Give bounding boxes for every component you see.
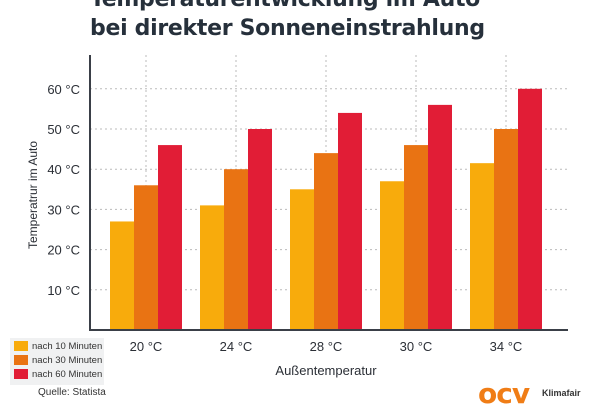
y-tick-label: 30 °C bbox=[47, 202, 80, 217]
x-tick-label: 30 °C bbox=[400, 339, 433, 354]
y-tick-label: 20 °C bbox=[47, 243, 80, 258]
bar bbox=[290, 189, 314, 330]
legend-item: nach 60 Minuten bbox=[10, 368, 104, 380]
x-tick-label: 20 °C bbox=[130, 339, 163, 354]
legend-label: nach 10 Minuten bbox=[32, 340, 103, 352]
source-note: Quelle: Statista bbox=[38, 387, 106, 398]
bar bbox=[200, 205, 224, 330]
y-axis-label: Temperatrur im Auto bbox=[26, 141, 40, 249]
legend-label: nach 30 Minuten bbox=[32, 354, 103, 366]
legend-swatch bbox=[14, 369, 28, 379]
chart-title: Temperaturentwicklung im Auto bbox=[90, 0, 480, 12]
bar bbox=[248, 129, 272, 330]
y-tick-label: 60 °C bbox=[47, 82, 80, 97]
y-tick-label: 50 °C bbox=[47, 122, 80, 137]
legend: nach 10 Minuten nach 30 Minuten nach 60 … bbox=[10, 338, 104, 385]
bar bbox=[494, 129, 518, 330]
y-tick-label: 40 °C bbox=[47, 162, 80, 177]
bar bbox=[518, 88, 542, 330]
x-tick-label: 34 °C bbox=[490, 339, 523, 354]
y-tick-label: 10 °C bbox=[47, 283, 80, 298]
bar bbox=[338, 112, 362, 330]
x-tick-label: 24 °C bbox=[220, 339, 253, 354]
chart-subtitle: bei direkter Sonneneinstrahlung bbox=[90, 16, 485, 41]
bar bbox=[110, 221, 134, 330]
bar bbox=[134, 185, 158, 330]
legend-item: nach 30 Minuten bbox=[10, 354, 104, 366]
bar bbox=[470, 163, 494, 330]
x-tick-label: 28 °C bbox=[310, 339, 343, 354]
bar bbox=[314, 153, 338, 330]
legend-label: nach 60 Minuten bbox=[32, 368, 103, 380]
bar bbox=[158, 145, 182, 330]
legend-item: nach 10 Minuten bbox=[10, 340, 104, 352]
x-axis-label: Außentemperatur bbox=[275, 363, 377, 378]
bar bbox=[380, 181, 404, 330]
bar bbox=[224, 169, 248, 330]
bar bbox=[428, 104, 452, 330]
bar bbox=[404, 145, 428, 330]
logo-mark: ocv bbox=[478, 377, 530, 410]
logo-text: Klimafair bbox=[542, 388, 581, 398]
bar-chart: 10 °C 20 °C 30 °C 40 °C 50 °C 60 °C 20 °C 24 °C… bbox=[26, 55, 568, 378]
legend-swatch bbox=[14, 341, 28, 351]
legend-swatch bbox=[14, 355, 28, 365]
